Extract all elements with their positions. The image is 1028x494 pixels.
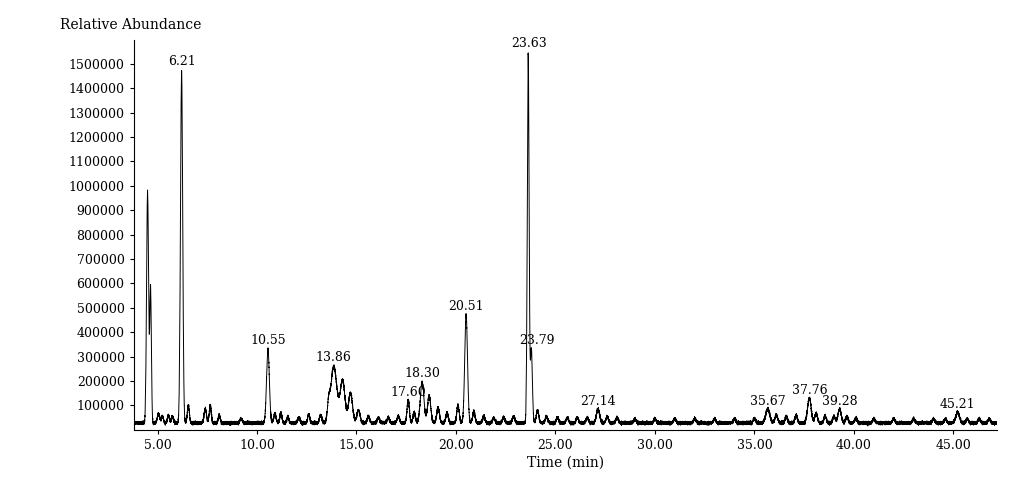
- Text: 20.51: 20.51: [448, 300, 484, 313]
- Text: Relative Abundance: Relative Abundance: [61, 18, 201, 32]
- Text: 23.79: 23.79: [519, 334, 555, 347]
- Text: 27.14: 27.14: [580, 395, 616, 408]
- Text: 23.63: 23.63: [511, 38, 547, 50]
- Text: 45.21: 45.21: [940, 398, 976, 411]
- Text: 13.86: 13.86: [316, 351, 352, 364]
- Text: 10.55: 10.55: [250, 334, 286, 347]
- Text: 17.60: 17.60: [391, 385, 426, 399]
- Text: 18.30: 18.30: [404, 367, 440, 380]
- Text: 39.28: 39.28: [821, 395, 857, 408]
- Text: 6.21: 6.21: [168, 54, 195, 68]
- Text: 35.67: 35.67: [750, 395, 785, 408]
- Text: 37.76: 37.76: [792, 384, 828, 397]
- X-axis label: Time (min): Time (min): [526, 456, 604, 470]
